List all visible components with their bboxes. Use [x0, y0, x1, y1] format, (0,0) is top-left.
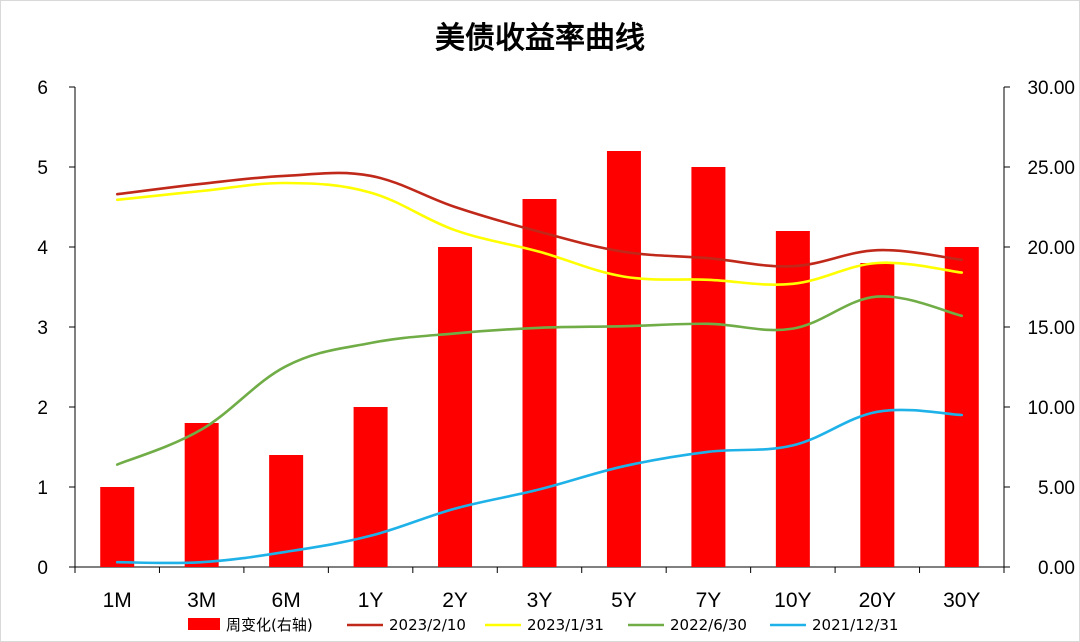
bar-weekly-change [438, 247, 473, 567]
left-tick-label: 5 [37, 158, 48, 179]
x-tick-label: 7Y [696, 589, 722, 612]
legend: 周变化(右轴) 2023/2/10 2023/1/31 2022/6/30 2021/1… [188, 616, 898, 634]
bar-weekly-change [184, 423, 219, 567]
bar-weekly-change [775, 231, 810, 567]
x-tick-label: 10Y [774, 589, 811, 612]
bar-weekly-change [691, 167, 726, 567]
plot-area: 0 1 2 3 4 5 6 0.00 5.00 10.00 15.00 20.00 25.00 30.00… [37, 78, 1075, 612]
legend-label: 2023/2/10 [389, 616, 466, 634]
line-series-2023-2-10 [115, 171, 964, 268]
bar-weekly-change [606, 151, 641, 567]
x-tick-label: 3Y [527, 589, 553, 612]
left-tick-label: 1 [37, 478, 48, 499]
legend-swatch-bar [188, 618, 220, 630]
left-tick-label: 4 [37, 238, 48, 259]
legend-label: 2023/1/31 [527, 616, 604, 634]
right-tick-label: 10.00 [1027, 398, 1075, 419]
bar-weekly-change [944, 247, 979, 567]
left-tick-label: 3 [37, 318, 48, 339]
legend-label: 周变化(右轴) [226, 616, 313, 634]
right-tick-label: 15.00 [1027, 318, 1075, 339]
line-series-2022-6-30 [115, 295, 964, 466]
x-tick-label: 30Y [943, 589, 980, 612]
chart-title: 美债收益率曲线 [435, 21, 645, 56]
left-tick-label: 0 [37, 558, 48, 579]
bar-weekly-change [269, 455, 304, 567]
left-tick-label: 6 [37, 78, 48, 99]
x-tick-label: 2Y [442, 589, 468, 612]
bar-weekly-change [353, 407, 388, 567]
x-tick-label: 1M [103, 589, 132, 612]
x-tick-label: 5Y [611, 589, 637, 612]
x-tick-label: 6M [272, 589, 301, 612]
line-series-2021-12-31 [115, 408, 964, 565]
x-tick-label: 1Y [358, 589, 384, 612]
right-tick-label: 5.00 [1038, 478, 1075, 499]
right-tick-label: 30.00 [1027, 78, 1075, 99]
bar-weekly-change [522, 199, 557, 567]
right-tick-label: 25.00 [1027, 158, 1075, 179]
right-tick-label: 0.00 [1038, 558, 1075, 579]
left-tick-label: 2 [37, 398, 48, 419]
x-tick-label: 3M [187, 589, 216, 612]
legend-label: 2021/12/31 [812, 616, 898, 634]
right-tick-label: 20.00 [1027, 238, 1075, 259]
x-tick-label: 20Y [859, 589, 896, 612]
line-series-2023-1-31 [115, 181, 964, 286]
legend-label: 2022/6/30 [670, 616, 747, 634]
bar-weekly-change [100, 487, 135, 567]
